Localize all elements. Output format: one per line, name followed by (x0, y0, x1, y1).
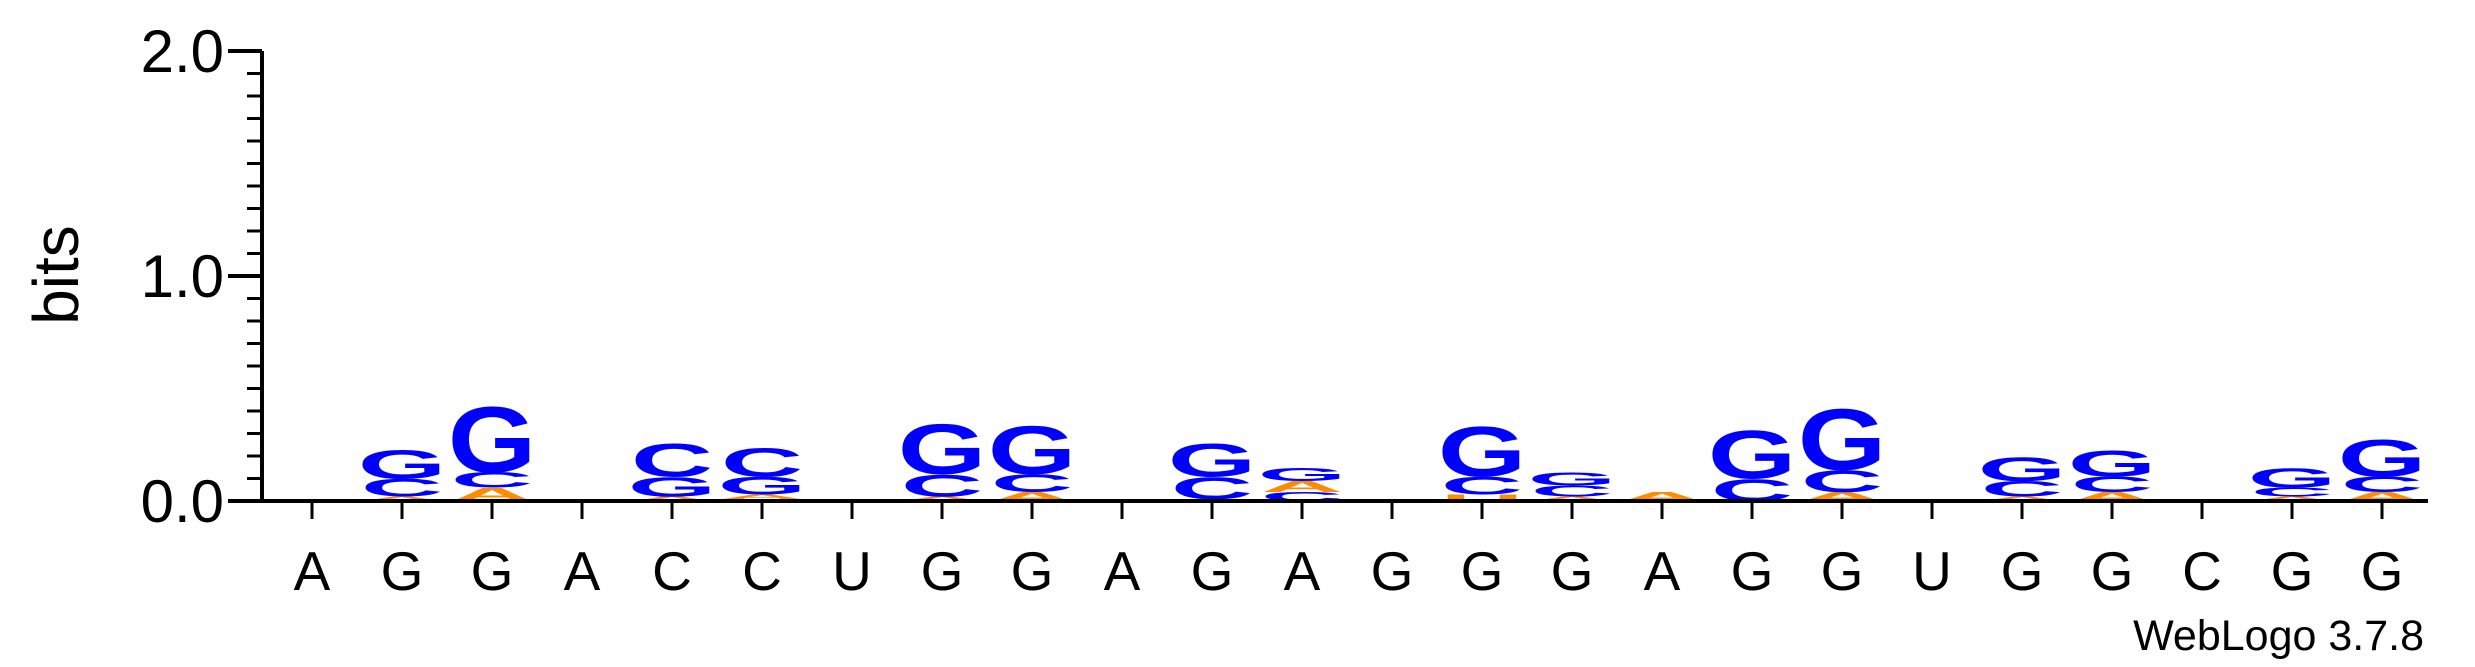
logo-glyph-g: G (898, 410, 987, 490)
logo-glyph-a: A (1981, 495, 2063, 502)
x-tick-label: U (832, 540, 872, 602)
x-tick-label: G (2001, 540, 2044, 602)
logo-glyph-a: A (721, 493, 803, 500)
logo-glyph-c: C (2071, 473, 2153, 497)
logo-glyph-a: A (1261, 478, 1343, 495)
logo-glyph-g: G (2338, 428, 2427, 487)
y-axis: 0.0 1.0 2.0 (141, 18, 264, 535)
logo-glyph-g: G (1528, 468, 1617, 489)
x-tick-label: G (1731, 540, 1774, 602)
x-tick-label: A (1104, 540, 1141, 602)
x-tick-label: G (2361, 540, 2404, 602)
y-tick-label: 0.0 (141, 468, 224, 535)
x-tick-label: G (381, 540, 424, 602)
y-tick-label: 2.0 (141, 18, 224, 85)
logo-glyph-g: G (2248, 462, 2337, 494)
logo-glyph-g: G (1708, 416, 1797, 493)
logo-glyph-c: C (1981, 477, 2063, 501)
logo-glyph-c: C (2341, 473, 2423, 497)
x-tick-label: G (1821, 540, 1864, 602)
x-tick-label: A (564, 540, 601, 602)
logo-glyph-g: G (1798, 390, 1887, 488)
logo-glyph-c: C (451, 468, 533, 492)
logo-glyph-g: G (448, 388, 537, 492)
x-tick-label: G (1011, 540, 1054, 602)
logo-glyph-g: G (718, 472, 807, 500)
logo-glyph-g: G (1258, 464, 1347, 485)
logo-glyph-g: G (988, 412, 1077, 489)
logo-glyph-g: G (1978, 450, 2067, 488)
logo-glyph-g: G (358, 442, 447, 487)
logo-glyph-c: C (361, 474, 443, 502)
logo-glyph-c: C (1801, 464, 1883, 499)
x-tick-label: U (1912, 540, 1952, 602)
letter-stacks: ACGACGAGCUAGCACGACGACGCAGUCGACGACGACGACG… (358, 388, 2427, 508)
x-tick-label: A (1284, 540, 1321, 602)
logo-glyph-g: G (1168, 434, 1257, 486)
x-tick-label: G (1191, 540, 1234, 602)
x-tick-label: G (2091, 540, 2134, 602)
x-tick-label: C (652, 540, 692, 602)
logo-glyph-a: A (361, 495, 443, 502)
logo-glyph-c: C (1531, 482, 1613, 499)
logo-glyph-a: A (2251, 495, 2333, 502)
logo-glyph-g: G (2068, 442, 2157, 484)
x-tick-label: G (1461, 540, 1504, 602)
logo-glyph-c: C (2251, 485, 2333, 499)
logo-glyph-g: G (628, 471, 717, 503)
y-tick-label: 1.0 (141, 243, 224, 310)
weblogo-credit: WebLogo 3.7.8 (2133, 612, 2424, 660)
logo-glyph-c: C (721, 440, 803, 485)
logo-glyph-a: A (901, 495, 983, 502)
x-tick-label: C (2182, 540, 2222, 602)
logo-glyph-c: C (991, 470, 1073, 498)
x-tick-label: G (471, 540, 514, 602)
logo-glyph-c: C (631, 434, 713, 486)
x-tick-label: G (1551, 540, 1594, 602)
x-tick-label: G (1371, 540, 1414, 602)
logo-glyph-u: U (1441, 493, 1523, 503)
logo-glyph-c: C (1441, 472, 1523, 500)
logo-glyph-c: C (901, 468, 983, 503)
x-tick-label: A (294, 540, 331, 602)
logo-glyph-a: A (1531, 495, 1613, 502)
x-tick-label: G (2271, 540, 2314, 602)
logo-glyph-g: G (1438, 412, 1527, 492)
x-tick-label: A (1644, 540, 1681, 602)
y-axis-label: bits (20, 225, 92, 325)
x-tick-label: C (742, 540, 782, 602)
x-tick-label: G (921, 540, 964, 602)
logo-glyph-a: A (631, 495, 713, 502)
